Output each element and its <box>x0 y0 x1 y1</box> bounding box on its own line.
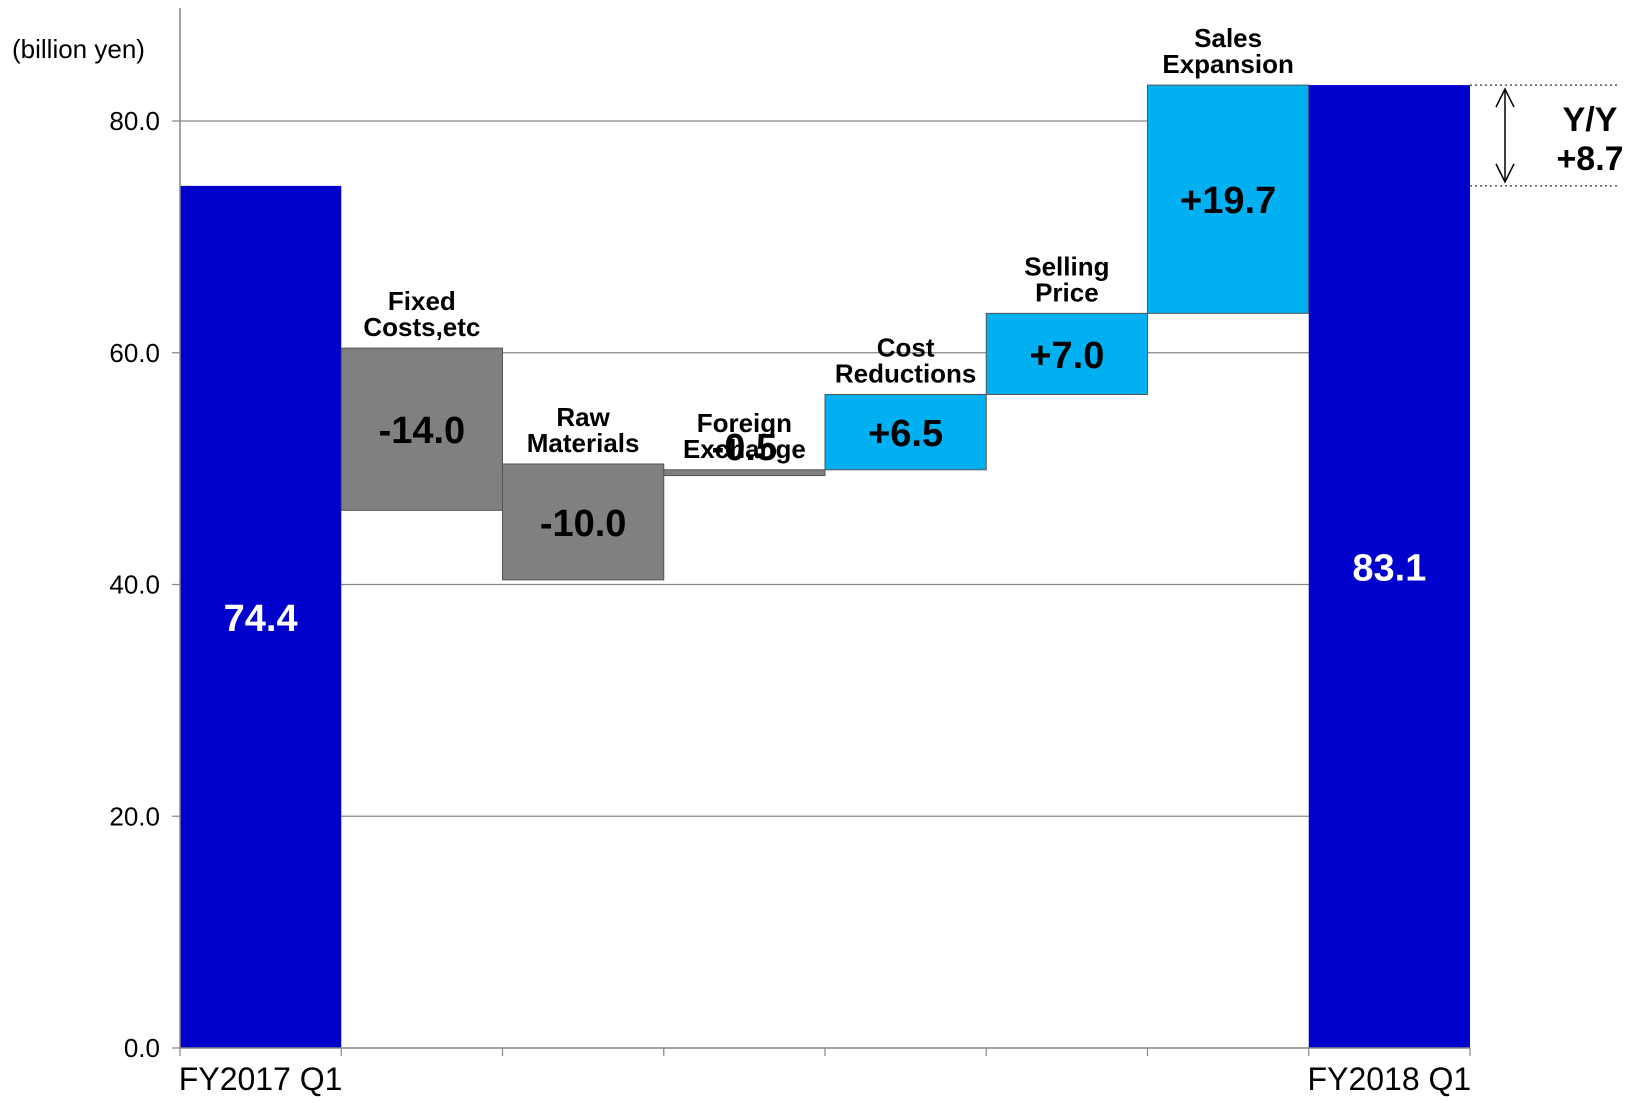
step-label-line1: Selling <box>1024 251 1109 281</box>
bar-decrease <box>502 463 665 581</box>
x-category-label: FY2017 Q1 <box>179 1061 343 1097</box>
step-label-line2: Materials <box>527 428 640 458</box>
bars <box>180 84 1470 1049</box>
axes <box>172 8 1618 1056</box>
bar-increase <box>985 312 1148 395</box>
y-tick-label: 60.0 <box>109 338 160 368</box>
step-label-line1: Fixed <box>388 286 456 316</box>
step-label-line1: Cost <box>877 332 935 362</box>
bar-value-label: -14.0 <box>379 410 466 452</box>
x-category-label: FY2018 Q1 <box>1308 1061 1472 1097</box>
step-label-line2: Exchange <box>683 434 806 464</box>
y-tick-label: 0.0 <box>124 1033 160 1063</box>
step-label-line1: Raw <box>556 402 610 432</box>
bar-value-label: 74.4 <box>224 598 298 640</box>
bar-value-label: +7.0 <box>1029 335 1104 377</box>
step-label-line1: Sales <box>1194 23 1262 53</box>
yoy-value: +8.7 <box>1556 140 1623 178</box>
bar-decrease <box>340 347 503 511</box>
step-label-line1: Foreign <box>697 408 792 438</box>
y-axis-unit-label: (billion yen) <box>12 34 145 64</box>
bar-total <box>1308 85 1470 1049</box>
yoy-label: Y/Y <box>1563 101 1618 139</box>
bar-total <box>180 185 342 1048</box>
y-tick-label: 80.0 <box>109 106 160 136</box>
bar-value-label: +6.5 <box>868 413 943 455</box>
y-tick-label: 20.0 <box>109 801 160 831</box>
step-label-line2: Costs,etc <box>363 312 480 342</box>
bar-increase <box>1147 84 1310 314</box>
bar-value-label: -10.0 <box>540 503 627 545</box>
bar-value-label: +19.7 <box>1180 180 1276 222</box>
bar-value-label: -0.5 <box>712 427 777 469</box>
yoy-arrowhead-up-icon <box>1495 87 1515 108</box>
y-tick-label: 40.0 <box>109 570 160 600</box>
step-label-line2: Price <box>1035 277 1099 307</box>
bar-decrease <box>663 469 826 477</box>
step-label-line2: Expansion <box>1162 49 1293 79</box>
labels: 0.0 20.0 40.0 60.0 80.0 74.4 FY2017 Q1 -14.0 Fix… <box>109 23 1623 1097</box>
bar-increase <box>824 393 987 471</box>
step-label-line2: Reductions <box>835 358 977 388</box>
bar-value-label: 83.1 <box>1352 548 1426 590</box>
yoy-arrowhead-down-icon <box>1495 163 1515 184</box>
